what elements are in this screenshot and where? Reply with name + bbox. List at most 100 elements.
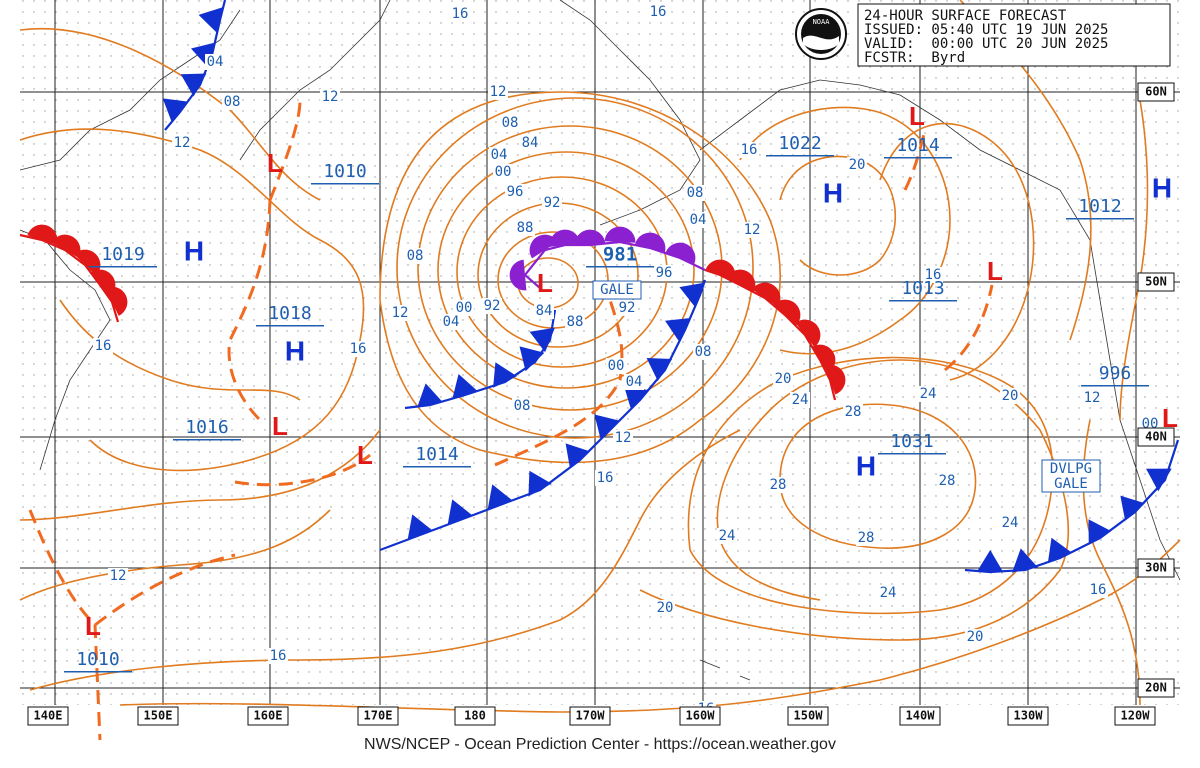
header-title: 24-HOUR SURFACE FORECAST bbox=[864, 8, 1067, 24]
isobar-label-bg bbox=[454, 300, 474, 316]
pressure-underline bbox=[1081, 385, 1149, 387]
lon-box bbox=[454, 706, 496, 726]
isobar-label: 08 bbox=[687, 185, 704, 201]
isobar-label-bg bbox=[606, 358, 626, 374]
isobar-label: 04 bbox=[626, 374, 643, 390]
low-center: L bbox=[267, 148, 283, 178]
header-box bbox=[857, 3, 1171, 67]
pressure-underline bbox=[878, 453, 946, 455]
isobar-label-bg bbox=[1000, 388, 1020, 404]
isobar-label: 28 bbox=[845, 404, 862, 420]
isobar-label: 20 bbox=[1002, 388, 1019, 404]
pressure-underline bbox=[256, 325, 324, 327]
fronts bbox=[19, 0, 1180, 741]
isobar-label-bg bbox=[348, 341, 368, 357]
isobar-label-bg bbox=[565, 314, 585, 330]
isobar-label-bg bbox=[965, 629, 985, 645]
isobar-label-bg bbox=[488, 84, 508, 100]
high-center: H bbox=[285, 335, 305, 366]
pressure-value: 1031 bbox=[890, 431, 933, 452]
isobar-label-bg bbox=[450, 6, 470, 22]
isobar-label: 00 bbox=[456, 300, 473, 316]
isobar-label: 20 bbox=[967, 629, 984, 645]
pressure-underline bbox=[311, 183, 379, 185]
pressure-underline bbox=[889, 300, 957, 302]
isobar-label-bg bbox=[534, 303, 554, 319]
isobar-label-bg bbox=[542, 195, 562, 211]
isobar-label-bg bbox=[500, 115, 520, 131]
isobar-label-bg bbox=[688, 212, 708, 228]
isobar-label-bg bbox=[390, 305, 410, 321]
isobar-label: 08 bbox=[407, 248, 424, 264]
isobar-label-bg bbox=[520, 135, 540, 151]
lon-label: 170E bbox=[364, 709, 393, 723]
lon-label: 140W bbox=[906, 709, 936, 723]
isobar-label: 84 bbox=[536, 303, 553, 319]
isobar-label-bg bbox=[268, 648, 288, 664]
isobar-label-bg bbox=[205, 54, 225, 70]
lon-label: 130W bbox=[1014, 709, 1044, 723]
isobar-label: 96 bbox=[656, 265, 673, 281]
pressure-underline bbox=[1066, 218, 1134, 220]
footer: NWS/NCEP - Ocean Prediction Center - htt… bbox=[364, 736, 836, 753]
header-issued: ISSUED: 05:40 UTC 19 JUN 2025 bbox=[864, 22, 1108, 38]
pressure-value: 1010 bbox=[323, 161, 366, 182]
isobar-label: 28 bbox=[939, 473, 956, 489]
lat-box bbox=[1137, 82, 1175, 102]
isobar-label: 96 bbox=[507, 184, 524, 200]
isobar-label: 16 bbox=[95, 338, 112, 354]
logo: NOAA bbox=[795, 8, 847, 60]
lon-label: 160E bbox=[254, 709, 283, 723]
isobar-label-bg bbox=[512, 398, 532, 414]
pressure-value: 1013 bbox=[901, 278, 944, 299]
dvlpg-label: DVLPG bbox=[1050, 461, 1092, 477]
isobar-label-bg bbox=[739, 142, 759, 158]
low-center: L bbox=[85, 611, 101, 641]
lon-box bbox=[1114, 706, 1156, 726]
lat-label: 30N bbox=[1145, 561, 1167, 575]
isobar-label: 16 bbox=[650, 4, 667, 20]
lat-box bbox=[1137, 558, 1175, 578]
isobar-label-bg bbox=[320, 89, 340, 105]
isobar-label: 04 bbox=[491, 147, 508, 163]
isobar-label-bg bbox=[515, 220, 535, 236]
isobar-label: 16 bbox=[270, 648, 287, 664]
isobar-label-bg bbox=[768, 477, 788, 493]
isobar-label-bg bbox=[222, 94, 242, 110]
isobar-label: 92 bbox=[484, 298, 501, 314]
isobar-label: 88 bbox=[567, 314, 584, 330]
lon-label: 120W bbox=[1121, 709, 1151, 723]
isobar-label: 16 bbox=[452, 6, 469, 22]
lon-label: 150W bbox=[794, 709, 824, 723]
isobar-label-bg bbox=[648, 4, 668, 20]
isobar-label: 12 bbox=[744, 222, 761, 238]
isobar-label: 12 bbox=[174, 135, 191, 151]
isobar-label-bg bbox=[482, 298, 502, 314]
lon-label: 160W bbox=[686, 709, 716, 723]
isobar-label: 24 bbox=[1002, 515, 1019, 531]
lat-box bbox=[1137, 427, 1175, 447]
isobar-label-bg bbox=[847, 157, 867, 173]
pressure-value: 1010 bbox=[76, 649, 119, 670]
isobar-label: 20 bbox=[775, 371, 792, 387]
isobar-label-bg bbox=[595, 470, 615, 486]
pressure-underline bbox=[403, 466, 471, 468]
low-center: L bbox=[537, 268, 553, 298]
isobar-label: 28 bbox=[858, 530, 875, 546]
isobar-label-bg bbox=[878, 585, 898, 601]
isobar-label-bg bbox=[693, 344, 713, 360]
isobar-label: 20 bbox=[849, 157, 866, 173]
isobar-label-bg bbox=[685, 185, 705, 201]
logo-text: NOAA bbox=[813, 18, 831, 26]
low-center: L bbox=[909, 101, 925, 131]
isobar-label-bg bbox=[655, 600, 675, 616]
isobar-label: 00 bbox=[495, 164, 512, 180]
isobar-label: 24 bbox=[719, 528, 736, 544]
isobar-label: 24 bbox=[792, 392, 809, 408]
pressure-value: 1012 bbox=[1078, 196, 1121, 217]
low-center: L bbox=[272, 411, 288, 441]
dvlpg-label: GALE bbox=[1054, 476, 1088, 492]
lat-box bbox=[1137, 678, 1175, 698]
lon-box bbox=[137, 706, 179, 726]
isobar-label-bg bbox=[172, 135, 192, 151]
